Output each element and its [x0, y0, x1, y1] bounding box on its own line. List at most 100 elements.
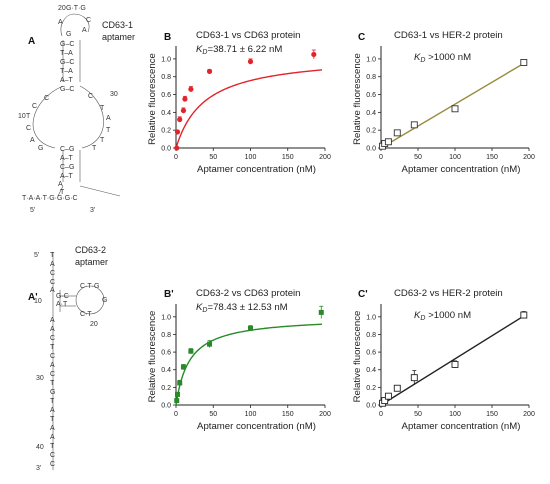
- chart-c: CD63-1 vs HER-2 protein KD >1000 nM 0 50 100…: [352, 30, 535, 175]
- svg-text:T: T: [92, 145, 97, 152]
- data-point: [248, 325, 253, 331]
- x-axis-label: Aptamer concentration (nM): [402, 164, 521, 175]
- chart-title: CD63-2 vs HER-2 protein: [394, 288, 503, 299]
- data-point: [207, 341, 213, 347]
- y-tick-label: 1.0: [161, 56, 171, 63]
- aptamer2-sequence: T A C C A G·C A·T C·T·G G C·T A A C T C …: [50, 252, 107, 468]
- panel-label-c-prime: C': [358, 289, 368, 300]
- y-tick-label: 0.6: [366, 350, 376, 357]
- svg-text:T: T: [50, 344, 55, 351]
- aptamer1-structure: [32, 13, 121, 197]
- svg-text:T: T: [60, 189, 65, 196]
- kd-annotation: KD=38.71 ± 6.22 nM: [196, 44, 282, 56]
- aptamer2-pos-10: 10: [34, 298, 42, 305]
- kd-symbol: K: [196, 302, 203, 313]
- x-tick-label: 100: [449, 411, 461, 418]
- svg-text:G·T·G: G·T·G: [66, 5, 86, 12]
- x-tick-label: 150: [282, 154, 294, 161]
- y-tick-label: 0.4: [161, 110, 171, 117]
- data-point: [174, 129, 181, 135]
- y-tick-label: 0.2: [161, 128, 171, 135]
- svg-text:A: A: [30, 137, 35, 144]
- aptamer1-word: aptamer: [102, 32, 135, 42]
- data-point: [520, 311, 528, 319]
- y-axis-label: Relative fluorescence: [352, 311, 363, 403]
- data-point: [174, 391, 180, 397]
- aptamer2-pos-40: 40: [36, 444, 44, 451]
- data-point: [247, 58, 254, 65]
- svg-text:T: T: [50, 443, 55, 450]
- y-tick-label: 0.4: [161, 367, 171, 374]
- kd-subscript: D: [202, 307, 207, 314]
- y-tick-label: 0.6: [161, 350, 171, 357]
- svg-text:A: A: [50, 287, 55, 294]
- fit-curve: [175, 69, 323, 149]
- data-point: [451, 105, 459, 113]
- svg-text:C: C: [50, 353, 55, 360]
- data-point: [384, 138, 392, 146]
- data-point: [174, 398, 180, 404]
- svg-text:T·A·A·T·G·G·G·C: T·A·A·T·G·G·G·C: [22, 195, 78, 202]
- x-tick-label: 0: [174, 411, 178, 418]
- svg-text:G: G: [50, 389, 55, 396]
- svg-text:C: C: [32, 103, 37, 110]
- data-point: [182, 96, 188, 102]
- data-point: [180, 364, 186, 370]
- svg-text:T: T: [50, 252, 55, 259]
- data-point: [188, 348, 194, 354]
- data-point: [520, 59, 528, 66]
- y-tick-label: 0.2: [366, 385, 376, 392]
- svg-text:A·T: A·T: [56, 301, 68, 308]
- chart-title: CD63-1 vs HER-2 protein: [394, 30, 503, 41]
- x-tick-label: 0: [174, 154, 178, 161]
- svg-text:T: T: [50, 416, 55, 423]
- fit-curve: [380, 61, 526, 149]
- y-tick-label: 0.8: [366, 332, 376, 339]
- x-tick-label: 200: [523, 154, 535, 161]
- aptamer1-pos-3prime: 3': [90, 207, 95, 214]
- chart-c-prime: CD63-2 vs HER-2 protein KD >1000 nM 0 50 100…: [352, 288, 535, 432]
- x-tick-label: 150: [486, 154, 498, 161]
- x-tick-label: 50: [209, 154, 217, 161]
- data-point: [318, 309, 324, 315]
- svg-text:T: T: [100, 137, 105, 144]
- x-axis-label: Aptamer concentration (nM): [197, 421, 316, 432]
- x-tick-label: 200: [319, 411, 331, 418]
- y-tick-label: 0.8: [366, 74, 376, 81]
- svg-text:T–A: T–A: [60, 50, 73, 57]
- x-tick-label: 100: [449, 154, 461, 161]
- aptamer2-name: CD63-2: [75, 245, 106, 255]
- chart-b-prime: CD63-2 vs CD63 protein KD=78.43 ± 12.53 n…: [147, 288, 331, 432]
- svg-text:C–G: C–G: [60, 164, 74, 171]
- y-tick-label: 1.0: [366, 56, 376, 63]
- x-tick-label: 200: [319, 154, 331, 161]
- y-tick-label: 0.4: [366, 367, 376, 374]
- y-tick-label: 0.8: [161, 74, 171, 81]
- svg-text:G: G: [66, 31, 71, 38]
- svg-text:A: A: [58, 19, 63, 26]
- svg-text:C: C: [26, 125, 31, 132]
- data-point: [180, 107, 187, 114]
- svg-text:C: C: [50, 461, 55, 468]
- svg-text:G: G: [102, 297, 107, 304]
- data-point: [188, 86, 194, 92]
- y-tick-label: 0.8: [161, 332, 171, 339]
- fit-curve: [175, 323, 323, 406]
- data-point: [384, 392, 392, 400]
- kd-subscript: D: [420, 315, 425, 322]
- svg-text:G–C: G–C: [60, 59, 74, 66]
- svg-text:A: A: [50, 317, 55, 324]
- svg-text:C: C: [44, 95, 49, 102]
- kd-annotation: KD >1000 nM: [414, 52, 471, 64]
- svg-text:C: C: [50, 270, 55, 277]
- x-tick-label: 50: [414, 154, 422, 161]
- svg-text:T: T: [50, 398, 55, 405]
- y-tick-label: 0.0: [366, 403, 376, 410]
- y-tick-label: 1.0: [161, 314, 171, 321]
- y-tick-label: 0.6: [161, 92, 171, 99]
- svg-text:G–C: G–C: [60, 86, 74, 93]
- aptamer2-pos-30: 30: [36, 375, 44, 382]
- svg-text:A–T: A–T: [60, 155, 74, 162]
- data-point: [451, 360, 459, 368]
